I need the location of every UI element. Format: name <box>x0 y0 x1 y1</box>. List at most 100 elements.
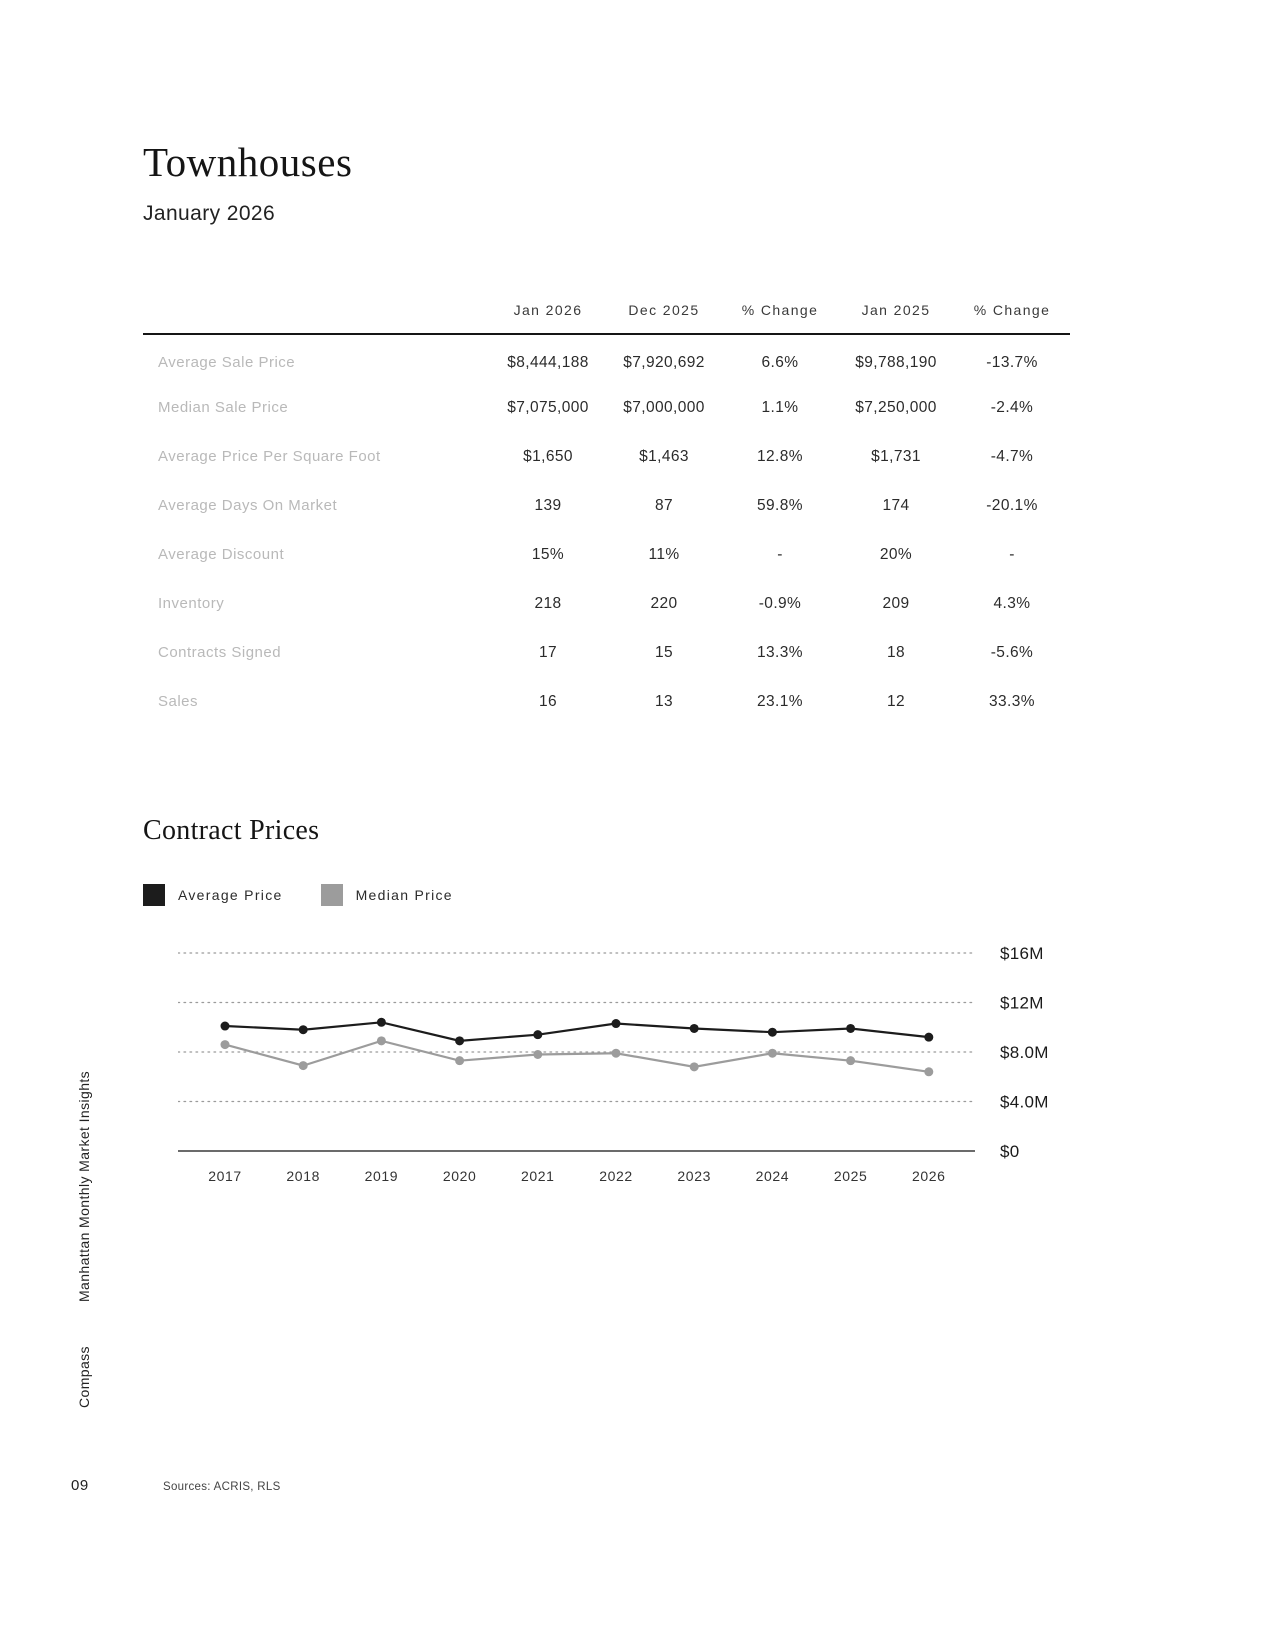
y-tick-label: $4.0M <box>1000 1093 1049 1112</box>
table-row: Inventory 218 220 -0.9% 209 4.3% <box>143 579 1070 628</box>
table-cell: 1.1% <box>761 398 799 416</box>
table-cell: 11% <box>648 545 680 563</box>
average-price-point <box>298 1025 308 1035</box>
empty-header-cell <box>143 302 490 334</box>
table-cell: 209 <box>882 594 910 612</box>
table-header-row: Jan 2026 Dec 2025 % Change Jan 2025 % Change <box>143 302 1070 334</box>
median-price-point <box>455 1056 465 1066</box>
table-cell: 23.1% <box>757 692 803 710</box>
table-row: Average Price Per Square Foot $1,650 $1,46… <box>143 432 1070 481</box>
table-row: Median Sale Price $7,075,000 $7,000,000 1.1… <box>143 383 1070 432</box>
table-cell: -5.6% <box>990 643 1034 661</box>
column-header: % Change <box>741 302 819 318</box>
table-cell: $7,000,000 <box>623 398 705 416</box>
table-cell: -4.7% <box>990 447 1034 465</box>
table-cell: 33.3% <box>989 692 1035 710</box>
x-tick-label: 2023 <box>677 1168 711 1184</box>
table-cell: 20% <box>879 545 913 563</box>
table-cell: 87 <box>654 496 674 514</box>
table-cell: 218 <box>534 594 562 612</box>
table-cell: - <box>1009 545 1015 563</box>
x-tick-label: 2022 <box>599 1168 633 1184</box>
column-header: Jan 2026 <box>513 302 583 318</box>
row-label: Average Price Per Square Foot <box>158 448 381 465</box>
sidebar-brand: Compass <box>76 1346 92 1408</box>
table-cell: 139 <box>534 496 562 514</box>
page-title: Townhouses <box>143 139 353 185</box>
table-cell: - <box>777 545 783 563</box>
x-tick-label: 2018 <box>286 1168 320 1184</box>
average-price-point <box>689 1023 699 1033</box>
x-tick-label: 2021 <box>521 1168 555 1184</box>
table-cell: 59.8% <box>757 496 803 514</box>
table-cell: -2.4% <box>990 398 1034 416</box>
x-tick-label: 2024 <box>756 1168 790 1184</box>
table-cell: $9,788,190 <box>855 353 937 371</box>
table-cell: 12.8% <box>757 447 803 465</box>
row-label: Inventory <box>158 595 225 612</box>
row-label: Contracts Signed <box>158 644 282 661</box>
median-price-point <box>846 1056 856 1066</box>
contract-prices-chart-svg: $0 $4.0M $8.0M $12M $16M 2017 2018 2019 2020 2021… <box>177 944 1049 1184</box>
table-cell: -13.7% <box>986 353 1038 371</box>
table-cell: 12 <box>886 692 906 710</box>
table-row: Sales 16 13 23.1% 12 33.3% <box>143 677 1070 726</box>
column-header: % Change <box>973 302 1051 318</box>
table-cell: -0.9% <box>758 594 802 612</box>
median-price-point <box>767 1048 777 1058</box>
table-cell: 18 <box>886 643 906 661</box>
table-cell: -20.1% <box>986 496 1038 514</box>
x-tick-label: 2017 <box>208 1168 242 1184</box>
average-price-swatch-icon <box>143 884 165 906</box>
table-cell: 16 <box>538 692 558 710</box>
row-label: Average Days On Market <box>158 497 338 514</box>
average-price-point <box>220 1021 230 1031</box>
chart-legend: Average Price Median Price <box>143 884 453 906</box>
table-cell: 220 <box>650 594 678 612</box>
median-price-line <box>224 1039 929 1073</box>
table-cell: 15% <box>531 545 565 563</box>
table-row: Average Days On Market 139 87 59.8% 174 -20.1… <box>143 481 1070 530</box>
x-tick-label: 2020 <box>443 1168 477 1184</box>
table-row: Average Discount 15% 11% - 20% - <box>143 530 1070 579</box>
sidebar-report-title: Manhattan Monthly Market Insights <box>76 1070 92 1302</box>
median-price-point <box>924 1067 934 1077</box>
y-tick-label: $12M <box>1000 994 1044 1013</box>
page-subtitle: January 2026 <box>143 202 276 225</box>
legend-label-average-price: Average Price <box>178 887 283 903</box>
table-cell: 15 <box>654 643 674 661</box>
contract-prices-chart: $0 $4.0M $8.0M $12M $16M 2017 2018 2019 2020 2021… <box>177 938 1078 1198</box>
table-cell: $7,920,692 <box>623 353 705 371</box>
table-cell: 174 <box>882 496 910 514</box>
average-price-line <box>224 1021 929 1042</box>
y-tick-label: $0 <box>1000 1142 1020 1161</box>
sources-note: Sources: ACRIS, RLS <box>163 1481 281 1493</box>
median-price-point <box>689 1062 699 1072</box>
legend-item-average-price: Average Price <box>143 884 283 906</box>
median-price-point <box>298 1061 308 1071</box>
average-price-point <box>455 1036 465 1046</box>
y-tick-label: $8.0M <box>1000 1043 1049 1062</box>
table-cell: $8,444,188 <box>507 353 589 371</box>
median-price-point <box>376 1036 386 1046</box>
table-cell: 13.3% <box>757 643 803 661</box>
table-cell: $1,650 <box>523 447 573 465</box>
x-tick-label: 2025 <box>834 1168 868 1184</box>
table-row: Contracts Signed 17 15 13.3% 18 -5.6% <box>143 628 1070 677</box>
average-price-point <box>611 1019 621 1029</box>
average-price-point <box>846 1023 856 1033</box>
table-cell: 4.3% <box>993 594 1031 612</box>
average-price-point <box>533 1030 543 1040</box>
x-tick-label: 2019 <box>365 1168 399 1184</box>
y-tick-label: $16M <box>1000 944 1044 963</box>
row-label: Average Discount <box>158 546 285 563</box>
legend-label-median-price: Median Price <box>355 887 453 903</box>
row-label: Sales <box>158 693 199 710</box>
section-title: Contract Prices <box>143 815 320 846</box>
table-cell: $1,731 <box>871 447 921 465</box>
column-header: Dec 2025 <box>628 302 700 318</box>
legend-item-median-price: Median Price <box>320 884 453 906</box>
table-cell: $1,463 <box>639 447 689 465</box>
page-number: 09 <box>71 1477 89 1494</box>
